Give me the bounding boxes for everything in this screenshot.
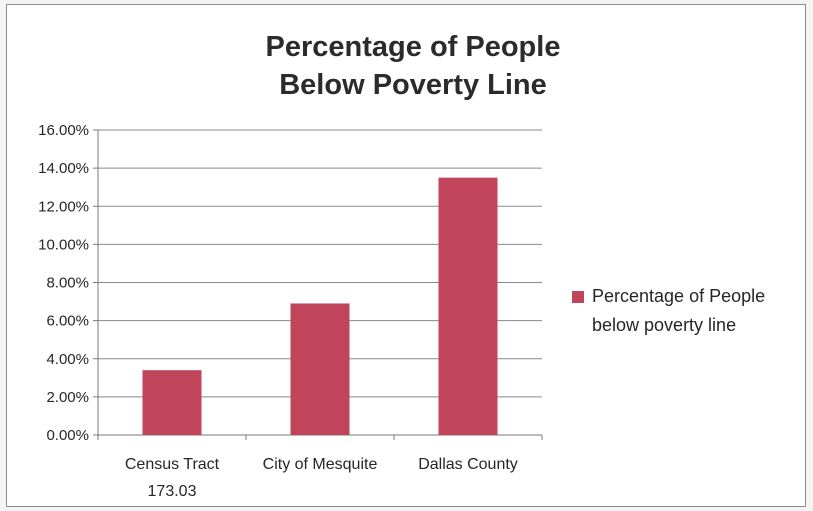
chart-title-line-2: Below Poverty Line — [279, 69, 547, 101]
legend-label: Percentage of People below poverty line — [592, 282, 812, 340]
bar — [142, 370, 202, 435]
y-tick-label: 8.00% — [46, 275, 89, 292]
x-category-label-line: City of Mesquite — [263, 456, 378, 473]
legend-label-line-1: Percentage of People — [592, 286, 766, 306]
y-tick-label: 16.00% — [38, 122, 89, 139]
x-category-label: City of Mesquite — [263, 456, 378, 473]
x-category-label: Dallas County — [418, 456, 518, 473]
bar — [438, 177, 498, 435]
y-tick-label: 12.00% — [38, 198, 89, 215]
y-tick-label: 0.00% — [46, 427, 89, 444]
bar — [290, 303, 350, 435]
x-category-label-line: Census Tract — [125, 456, 220, 473]
x-category-label-line: 173.03 — [148, 483, 197, 500]
legend-swatch — [572, 291, 584, 303]
y-tick-label: 6.00% — [46, 313, 89, 330]
x-category-label-line: Dallas County — [418, 456, 518, 473]
y-tick-label: 14.00% — [38, 160, 89, 177]
chart-frame — [6, 4, 806, 507]
y-tick-label: 2.00% — [46, 389, 89, 406]
chart-title-line-1: Percentage of People — [265, 31, 561, 63]
legend-label-line-2: below poverty line — [592, 315, 737, 335]
chart-title: Percentage of People Below Poverty Line — [0, 28, 813, 104]
y-tick-label: 4.00% — [46, 351, 89, 368]
y-tick-label: 10.00% — [38, 236, 89, 253]
x-category-label: Census Tract 173.03 — [125, 456, 220, 500]
